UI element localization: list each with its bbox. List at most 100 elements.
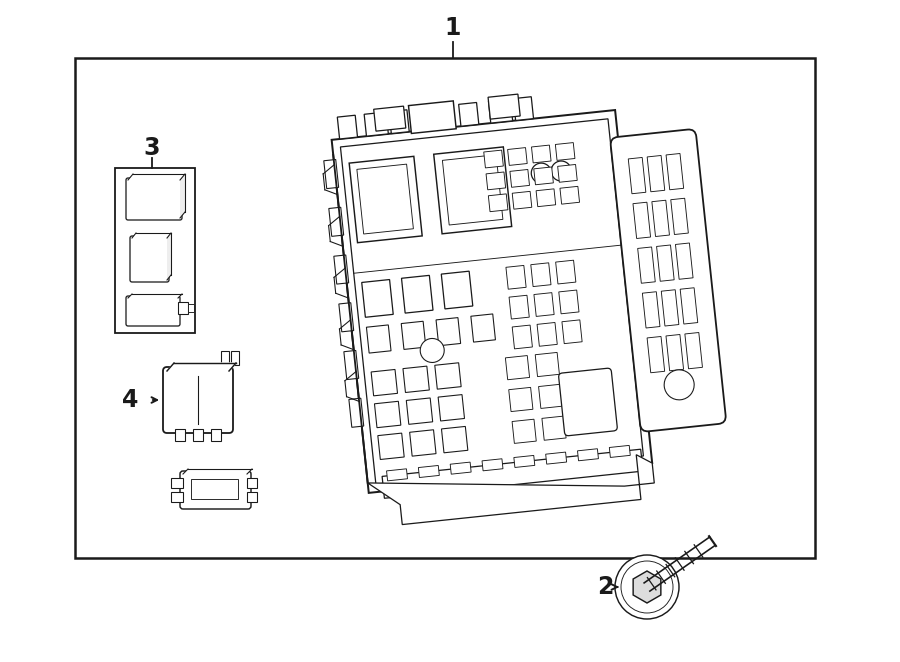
Bar bbox=[435, 363, 461, 389]
FancyBboxPatch shape bbox=[126, 178, 182, 220]
Bar bbox=[334, 255, 348, 284]
Bar bbox=[193, 429, 203, 441]
FancyBboxPatch shape bbox=[611, 130, 725, 432]
Bar bbox=[486, 172, 506, 190]
Bar bbox=[401, 275, 433, 313]
Polygon shape bbox=[180, 174, 185, 218]
Bar bbox=[221, 351, 229, 365]
Bar bbox=[191, 479, 238, 499]
Bar bbox=[638, 247, 655, 283]
Bar bbox=[506, 265, 526, 289]
Bar bbox=[510, 169, 529, 187]
Bar bbox=[442, 426, 468, 453]
Bar bbox=[434, 147, 512, 234]
Bar bbox=[328, 207, 344, 236]
Bar bbox=[401, 321, 426, 350]
Bar bbox=[542, 416, 566, 440]
Bar bbox=[534, 167, 554, 185]
Bar bbox=[418, 465, 439, 477]
Bar bbox=[247, 478, 257, 488]
Bar bbox=[410, 430, 436, 456]
Bar bbox=[450, 462, 471, 474]
Bar bbox=[534, 293, 554, 316]
Polygon shape bbox=[183, 469, 252, 474]
Bar bbox=[559, 290, 579, 314]
FancyBboxPatch shape bbox=[559, 368, 617, 436]
Bar bbox=[349, 156, 422, 243]
Bar bbox=[171, 492, 183, 502]
Text: 1: 1 bbox=[445, 16, 461, 40]
Bar bbox=[506, 355, 529, 380]
Circle shape bbox=[420, 338, 445, 363]
Bar bbox=[340, 119, 644, 484]
Bar bbox=[362, 279, 393, 317]
Bar bbox=[657, 245, 674, 281]
Polygon shape bbox=[128, 294, 182, 298]
Bar bbox=[489, 194, 508, 212]
Bar bbox=[406, 398, 433, 424]
Bar bbox=[512, 191, 532, 209]
Bar bbox=[562, 320, 582, 344]
FancyBboxPatch shape bbox=[180, 471, 251, 509]
Polygon shape bbox=[167, 363, 236, 371]
Circle shape bbox=[615, 555, 679, 619]
Bar bbox=[247, 492, 257, 502]
Polygon shape bbox=[132, 233, 171, 238]
Bar bbox=[178, 302, 188, 314]
Bar bbox=[680, 288, 698, 324]
Bar bbox=[647, 336, 665, 373]
Bar bbox=[338, 303, 354, 332]
Bar bbox=[366, 325, 391, 353]
Bar bbox=[188, 304, 194, 312]
Bar bbox=[424, 106, 448, 130]
Circle shape bbox=[664, 370, 694, 400]
Bar bbox=[75, 58, 815, 558]
Bar bbox=[175, 429, 185, 441]
Bar bbox=[471, 314, 495, 342]
Bar bbox=[670, 198, 688, 234]
Bar bbox=[344, 350, 359, 379]
Text: 3: 3 bbox=[144, 136, 160, 160]
Bar bbox=[331, 110, 652, 493]
Bar bbox=[531, 263, 551, 287]
Bar bbox=[403, 366, 429, 393]
Bar bbox=[459, 103, 479, 126]
Bar bbox=[558, 164, 577, 182]
Bar bbox=[685, 332, 703, 369]
Bar bbox=[536, 189, 555, 207]
Bar bbox=[338, 115, 357, 139]
FancyBboxPatch shape bbox=[126, 296, 180, 326]
Bar bbox=[374, 401, 400, 428]
Bar bbox=[536, 352, 560, 377]
Bar bbox=[484, 150, 503, 168]
Bar bbox=[436, 318, 461, 346]
Text: 4: 4 bbox=[122, 388, 139, 412]
Bar bbox=[578, 449, 599, 461]
Bar bbox=[409, 101, 456, 134]
Bar bbox=[489, 99, 513, 123]
Bar bbox=[211, 429, 221, 441]
Bar bbox=[643, 292, 660, 328]
Bar bbox=[508, 148, 527, 166]
Bar bbox=[374, 106, 406, 131]
Circle shape bbox=[531, 163, 552, 183]
Bar bbox=[513, 97, 534, 120]
Bar bbox=[512, 419, 536, 444]
Polygon shape bbox=[167, 233, 171, 280]
FancyBboxPatch shape bbox=[130, 236, 169, 282]
Bar bbox=[509, 295, 529, 319]
Bar bbox=[555, 142, 575, 160]
Bar bbox=[537, 322, 557, 346]
FancyBboxPatch shape bbox=[163, 367, 233, 433]
Polygon shape bbox=[368, 455, 654, 524]
Circle shape bbox=[551, 161, 572, 181]
Bar bbox=[666, 334, 684, 371]
Bar bbox=[609, 446, 630, 457]
Bar bbox=[666, 154, 684, 190]
Bar bbox=[438, 395, 464, 421]
Bar bbox=[662, 290, 679, 326]
Bar bbox=[364, 112, 388, 136]
Bar bbox=[512, 325, 533, 349]
Bar bbox=[382, 449, 643, 498]
Bar bbox=[231, 351, 239, 365]
